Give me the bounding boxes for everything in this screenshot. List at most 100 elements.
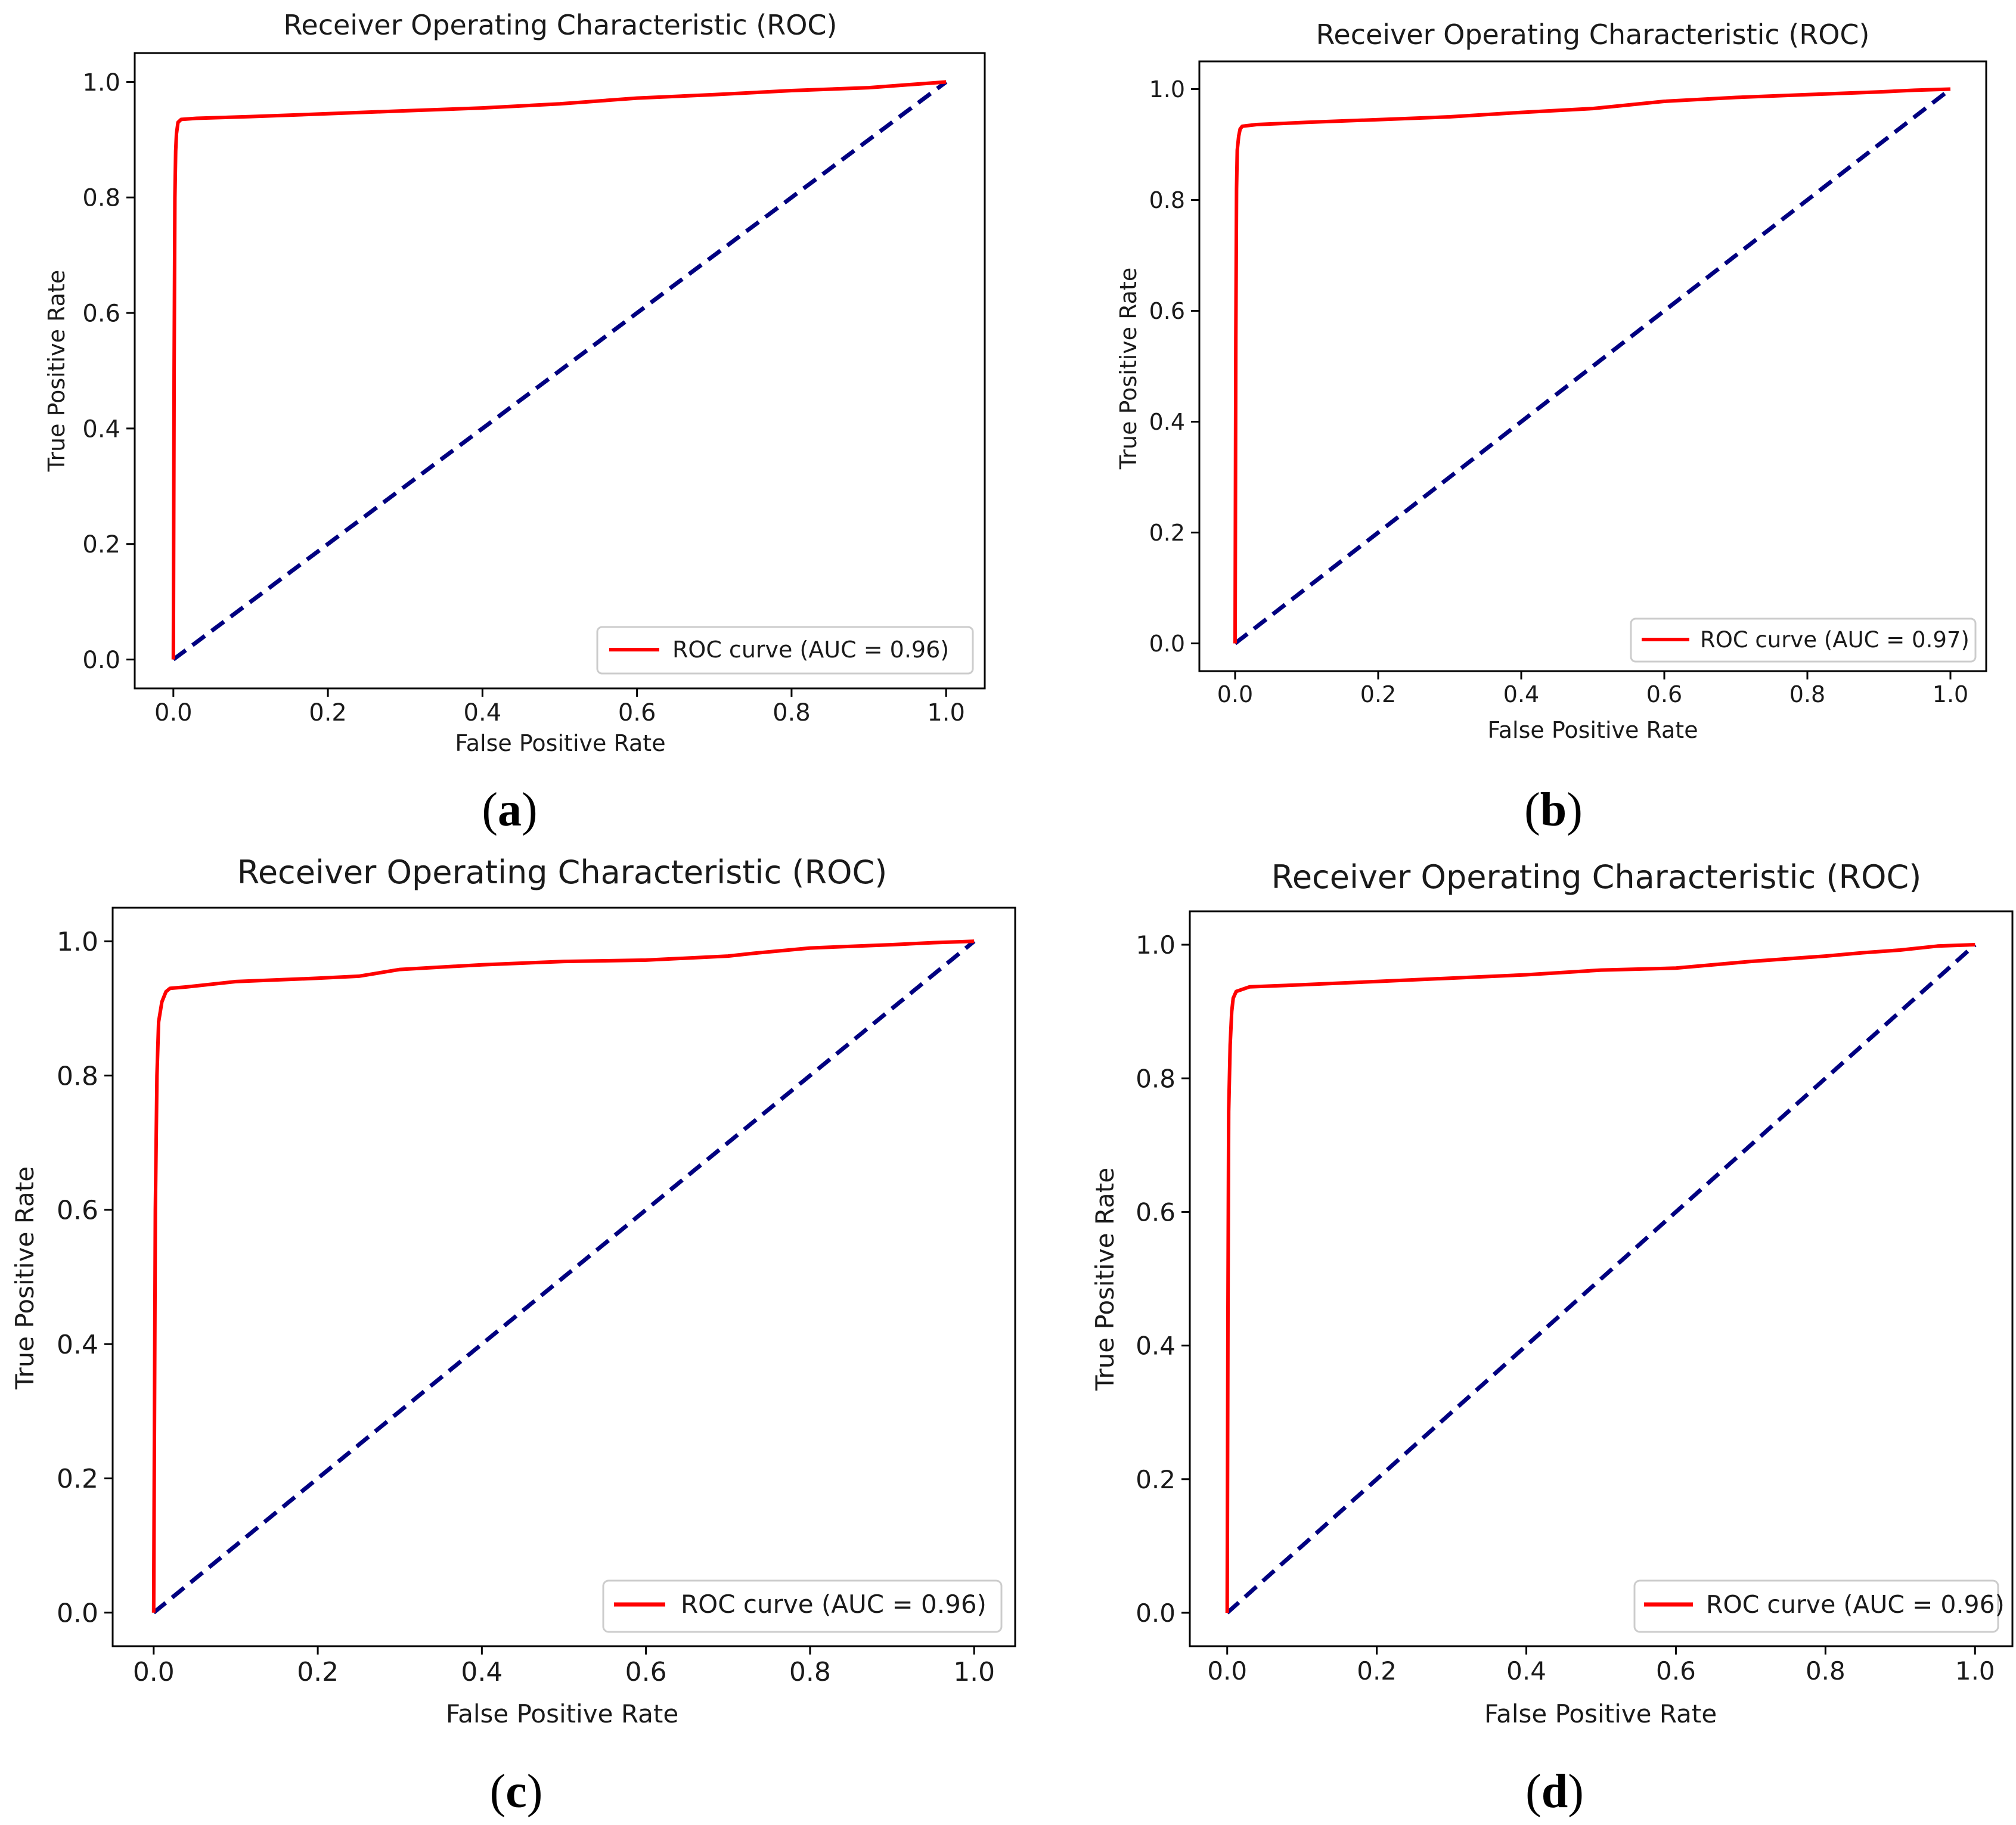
y-tick-label-a: 0.8 (82, 185, 120, 212)
x-tick-label-a: 0.8 (773, 699, 811, 727)
y-tick-label-a: 0.2 (82, 531, 120, 558)
panel-c: Receiver Operating Characteristic (ROC) … (10, 853, 1016, 1818)
panel-a: Receiver Operating Characteristic (ROC) … (44, 9, 986, 836)
y-axis-label-d: True Positive Rate (1090, 1168, 1119, 1391)
y-tick-label-c: 0.8 (57, 1061, 98, 1091)
x-tick-label-c: 0.2 (297, 1657, 339, 1687)
y-tick-label-b: 0.6 (1149, 298, 1185, 324)
legend-box-c (602, 1579, 1003, 1633)
x-axis-label-a: False Positive Rate (455, 730, 665, 756)
x-tick-label-a: 0.2 (309, 699, 347, 727)
series-b (1233, 87, 1952, 645)
roc-curve-a (171, 80, 947, 660)
x-ticks-c: 0.0 0.2 0.4 0.6 0.8 1.0 (133, 1646, 995, 1687)
x-tick-label-c: 1.0 (953, 1657, 995, 1687)
x-tick-label-b: 1.0 (1933, 681, 1968, 707)
y-tick-label-a: 0.0 (82, 647, 120, 674)
y-tick-label-c: 0.2 (57, 1464, 98, 1494)
x-axis-label-d: False Positive Rate (1484, 1699, 1717, 1728)
x-tick-label-b: 0.8 (1789, 681, 1825, 707)
x-ticks-a: 0.0 0.2 0.4 0.6 0.8 1.0 (154, 688, 965, 727)
chance-line-c (152, 939, 976, 1615)
x-tick-label-b: 0.0 (1217, 681, 1253, 707)
y-tick-label-d: 1.0 (1136, 930, 1176, 960)
y-tick-label-a: 0.6 (82, 300, 120, 327)
x-tick-label-c: 0.0 (133, 1657, 175, 1687)
chart-title-a: Receiver Operating Characteristic (ROC) (284, 9, 838, 41)
chance-line-b (1233, 87, 1952, 645)
caption-b: (b) (1524, 784, 1583, 836)
x-tick-label-a: 0.4 (464, 699, 502, 727)
y-tick-label-d: 0.8 (1136, 1064, 1176, 1093)
y-tick-label-d: 0.2 (1136, 1465, 1176, 1494)
chart-title-d: Receiver Operating Characteristic (ROC) (1271, 858, 1922, 896)
chart-title-b: Receiver Operating Characteristic (ROC) (1316, 18, 1870, 51)
x-tick-label-d: 0.8 (1806, 1656, 1846, 1686)
y-ticks-d: 0.0 0.2 0.4 0.6 0.8 1.0 (1136, 930, 1190, 1628)
y-axis-label-a: True Positive Rate (44, 270, 70, 473)
y-tick-label-c: 0.4 (57, 1330, 98, 1360)
x-tick-label-d: 0.4 (1506, 1656, 1546, 1686)
caption-c: (c) (490, 1765, 543, 1818)
y-ticks-a: 0.0 0.2 0.4 0.6 0.8 1.0 (82, 69, 135, 674)
y-tick-label-a: 0.4 (82, 415, 120, 443)
y-tick-label-b: 1.0 (1149, 76, 1185, 103)
x-tick-label-b: 0.4 (1503, 681, 1539, 707)
roc-curve-c (151, 939, 975, 1613)
panel-b: Receiver Operating Characteristic (ROC) … (1115, 18, 1987, 836)
x-tick-label-a: 0.6 (618, 699, 656, 727)
legend-label-c: ROC curve (AUC = 0.96) (681, 1590, 987, 1619)
legend-box-b (1630, 617, 1977, 663)
legend-c: ROC curve (AUC = 0.96) (602, 1579, 1003, 1633)
roc-curve-d (1225, 943, 1975, 1613)
legend-box-d (1633, 1579, 1999, 1633)
y-axis-label-b: True Positive Rate (1115, 268, 1142, 470)
x-tick-label-d: 0.6 (1656, 1656, 1696, 1686)
x-tick-label-b: 0.2 (1360, 681, 1396, 707)
series-a (171, 80, 948, 662)
legend-box-a (596, 626, 974, 675)
legend-a: ROC curve (AUC = 0.96) (596, 626, 974, 675)
y-ticks-b: 0.0 0.2 0.4 0.6 0.8 1.0 (1149, 76, 1199, 657)
y-tick-label-c: 0.0 (57, 1599, 98, 1629)
y-tick-label-d: 0.6 (1136, 1198, 1176, 1227)
roc-curve-b (1233, 87, 1951, 644)
y-tick-label-b: 0.2 (1149, 520, 1185, 546)
y-tick-label-d: 0.4 (1136, 1331, 1176, 1361)
legend-b: ROC curve (AUC = 0.97) (1630, 617, 1977, 663)
legend-d: ROC curve (AUC = 0.96) (1633, 1579, 2005, 1633)
legend-label-b: ROC curve (AUC = 0.97) (1700, 627, 1970, 653)
x-tick-label-b: 0.6 (1646, 681, 1682, 707)
x-tick-label-d: 1.0 (1955, 1656, 1995, 1686)
series-d (1225, 943, 1977, 1615)
chart-title-c: Receiver Operating Characteristic (ROC) (237, 853, 888, 891)
x-tick-label-a: 0.0 (154, 699, 193, 727)
caption-d: (d) (1525, 1765, 1584, 1818)
y-ticks-c: 0.0 0.2 0.4 0.6 0.8 1.0 (57, 927, 113, 1629)
x-axis-label-c: False Positive Rate (446, 1699, 678, 1728)
chance-line-d (1226, 943, 1977, 1615)
legend-label-a: ROC curve (AUC = 0.96) (672, 637, 949, 663)
x-tick-label-d: 0.2 (1357, 1656, 1397, 1686)
x-tick-label-d: 0.0 (1207, 1656, 1247, 1686)
series-c (151, 939, 976, 1615)
y-tick-label-b: 0.8 (1149, 187, 1185, 213)
y-axis-label-c: True Positive Rate (10, 1166, 39, 1390)
x-tick-label-c: 0.6 (625, 1657, 667, 1687)
y-tick-label-c: 1.0 (57, 927, 98, 957)
x-tick-label-c: 0.4 (461, 1657, 503, 1687)
caption-a: (a) (482, 784, 537, 836)
legend-label-d: ROC curve (AUC = 0.96) (1706, 1590, 2005, 1619)
x-tick-label-a: 1.0 (927, 699, 965, 727)
y-tick-label-b: 0.4 (1149, 409, 1185, 435)
y-tick-label-c: 0.6 (57, 1196, 98, 1226)
y-tick-label-a: 1.0 (82, 69, 120, 97)
x-tick-label-c: 0.8 (789, 1657, 831, 1687)
y-tick-label-d: 0.0 (1136, 1599, 1176, 1628)
chance-line-a (172, 80, 948, 662)
y-tick-label-b: 0.0 (1149, 631, 1185, 657)
x-axis-label-b: False Positive Rate (1487, 717, 1698, 743)
x-ticks-b: 0.0 0.2 0.4 0.6 0.8 1.0 (1217, 671, 1968, 707)
panel-d: Receiver Operating Characteristic (ROC) … (1090, 858, 2014, 1818)
x-ticks-d: 0.0 0.2 0.4 0.6 0.8 1.0 (1207, 1646, 1995, 1686)
